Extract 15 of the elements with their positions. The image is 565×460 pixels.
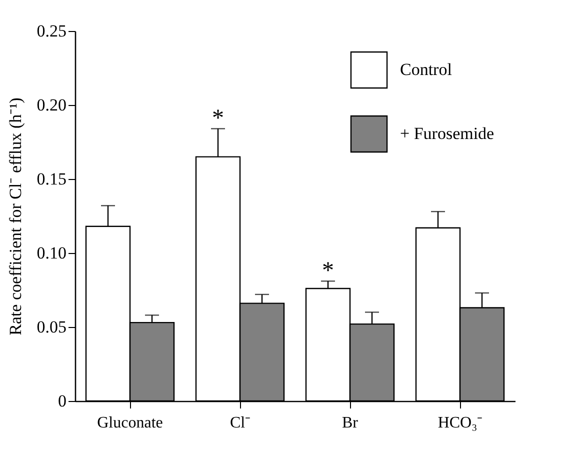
y-tick-label: 0.15: [36, 170, 66, 188]
x-tick-label: HCO₃⁻: [438, 414, 482, 432]
y-tick-label: 0.25: [36, 22, 66, 40]
x-tick-label: Br: [342, 414, 359, 432]
legend-label: Control: [400, 60, 452, 79]
y-tick-label: 0: [58, 392, 66, 410]
legend-label: + Furosemide: [400, 124, 494, 143]
annotation: *: [322, 258, 334, 284]
x-tick-label: Gluconate: [97, 414, 163, 432]
y-axis-title: Rate coefficient for Cl⁻ efflux (h⁻¹): [6, 98, 25, 336]
y-tick-label: 0.10: [36, 244, 66, 262]
annotation: *: [212, 106, 224, 132]
x-tick-label: Cl⁻: [230, 414, 250, 432]
y-tick-label: 0.20: [36, 96, 66, 114]
y-tick-label: 0.05: [36, 318, 66, 336]
